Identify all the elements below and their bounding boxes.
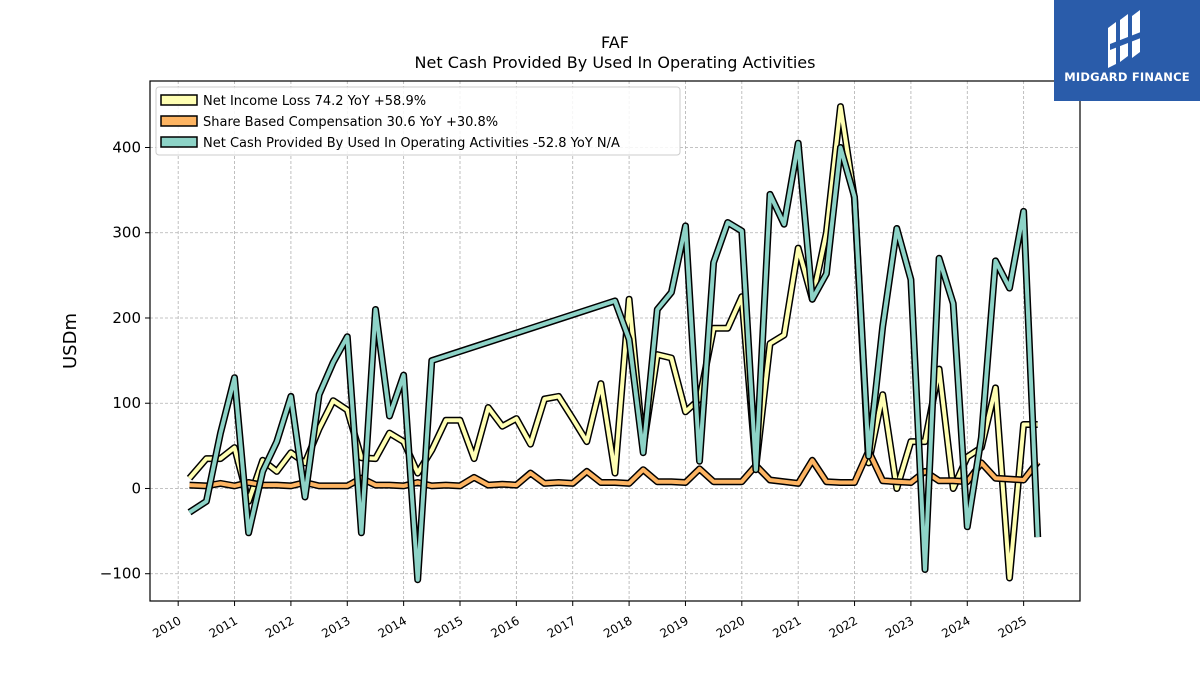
legend-swatch xyxy=(160,115,198,127)
plot-frame xyxy=(149,80,1081,602)
x-tick-label: 2012 xyxy=(263,613,296,640)
legend: Net Income Loss 74.2 YoY +58.9% Share Bas… xyxy=(155,86,681,156)
y-tick-label: 300 xyxy=(112,224,141,242)
x-tick-label: 2022 xyxy=(827,613,860,640)
y-axis-label: USDm xyxy=(60,313,81,369)
series-line-0 xyxy=(187,104,1038,580)
x-tick-label: 2019 xyxy=(658,613,691,640)
y-tick-label: −100 xyxy=(100,565,141,583)
x-tick-label: 2016 xyxy=(488,613,521,640)
x-tick-label: 2014 xyxy=(376,613,409,640)
series-layer xyxy=(186,103,1042,584)
series-line-2 xyxy=(188,141,1040,582)
x-tick-label: 2011 xyxy=(207,613,240,640)
x-tick-label: 2021 xyxy=(770,613,803,640)
chart-subtitle: Net Cash Provided By Used In Operating A… xyxy=(415,53,816,72)
logo-text: MIDGARD FINANCE xyxy=(1064,70,1190,84)
midgard-logo-icon xyxy=(1108,10,1146,68)
x-tick-label: 2020 xyxy=(714,613,747,640)
axes: −100 0 100 200 300 400 2010 2011 2012 2013 2014 201… xyxy=(100,138,1029,640)
x-tick-label: 2010 xyxy=(150,613,183,640)
x-tick-label: 2023 xyxy=(883,613,916,640)
x-tick-label: 2015 xyxy=(432,613,465,640)
y-tick-label: 400 xyxy=(112,138,141,156)
series-line-1 xyxy=(189,449,1040,488)
grid xyxy=(150,81,1080,601)
x-tick-label: 2024 xyxy=(939,613,972,640)
x-tick-label: 2018 xyxy=(601,613,634,640)
legend-swatch xyxy=(160,94,198,106)
legend-box xyxy=(155,86,681,156)
series-outline-2 xyxy=(187,139,1042,584)
legend-label: Share Based Compensation 30.6 YoY +30.8% xyxy=(203,115,498,130)
brand-logo: MIDGARD FINANCE xyxy=(1054,0,1200,101)
legend-label: Net Cash Provided By Used In Operating A… xyxy=(203,136,620,151)
legend-label: Net Income Loss 74.2 YoY +58.9% xyxy=(203,94,426,109)
y-tick-label: 0 xyxy=(131,479,141,497)
legend-swatch xyxy=(160,136,198,148)
x-tick-label: 2017 xyxy=(545,613,578,640)
x-tick-label: 2025 xyxy=(996,613,1029,640)
x-tick-label: 2013 xyxy=(319,613,352,640)
y-tick-label: 200 xyxy=(112,309,141,327)
chart-title: FAF xyxy=(601,33,629,52)
y-tick-label: 100 xyxy=(112,394,141,412)
